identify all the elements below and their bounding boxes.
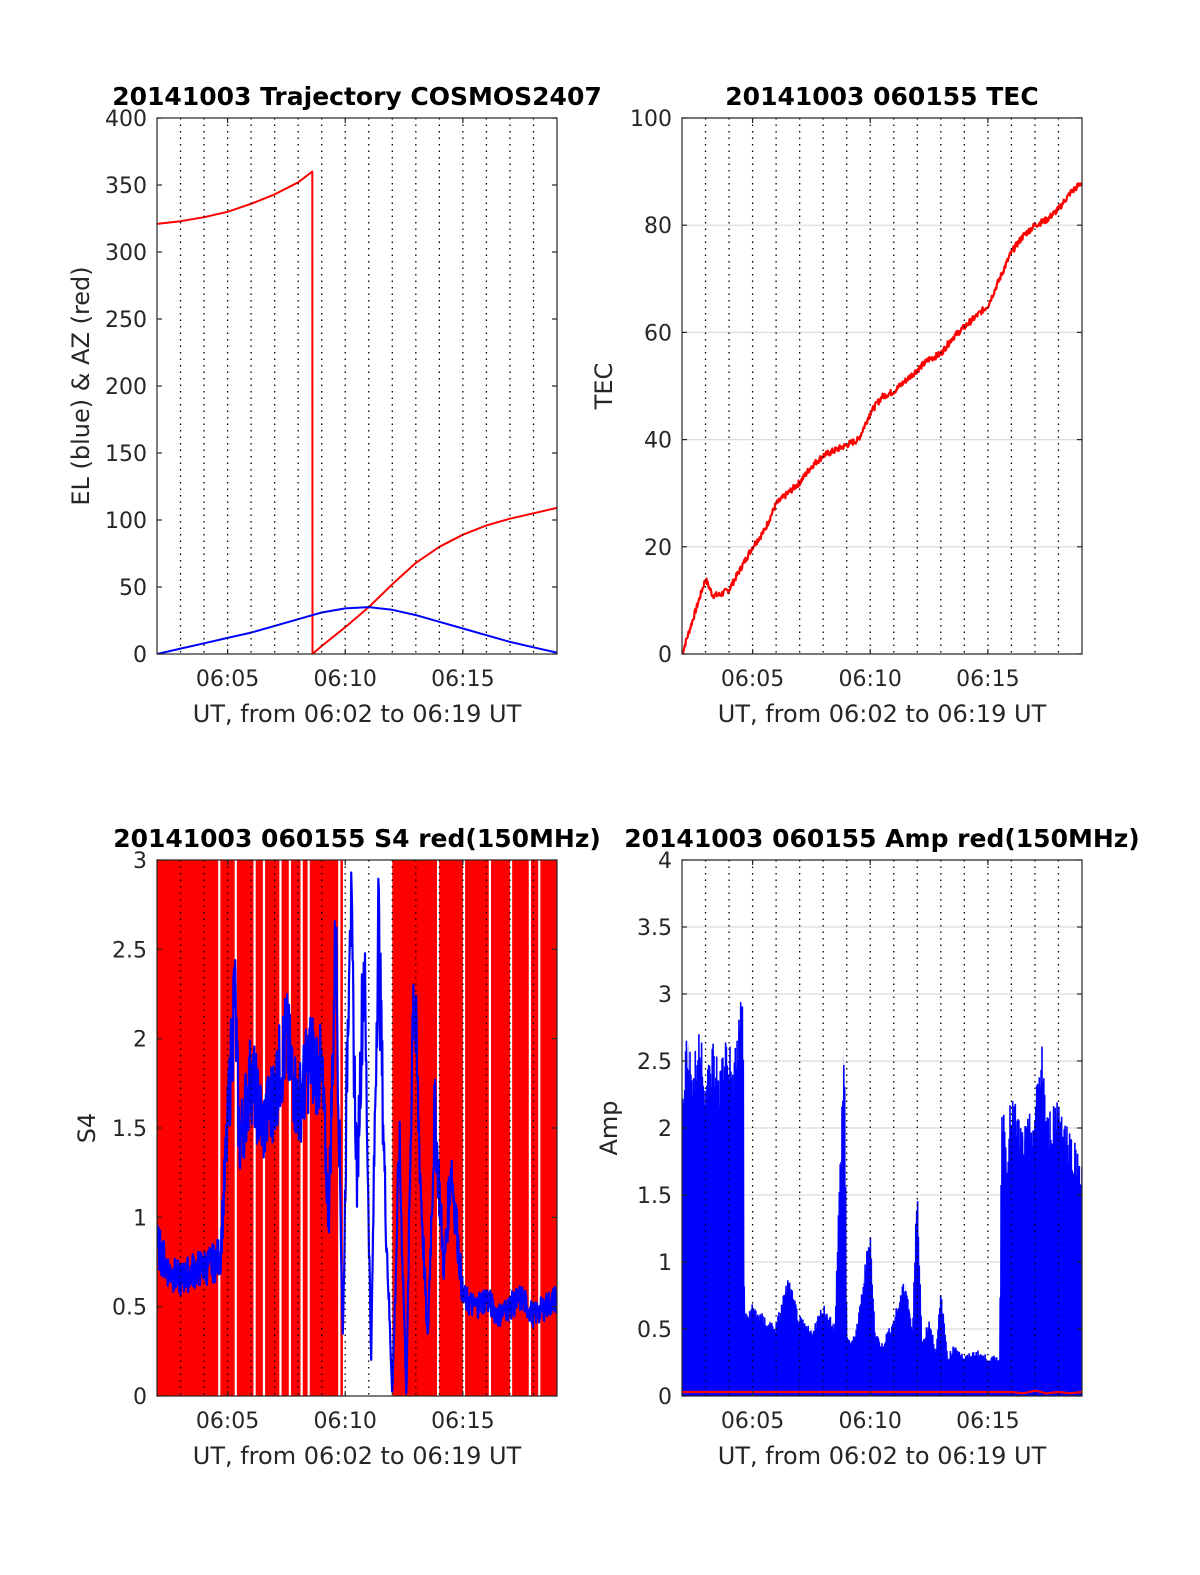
red-fill-gap — [279, 860, 282, 1396]
y-tick-label: 40 — [644, 429, 672, 454]
x-tick-label: 06:05 — [721, 667, 784, 692]
y-tick-label: 2 — [133, 1028, 147, 1053]
tec-axes-frame — [681, 117, 1083, 655]
x-tick-label: 06:15 — [431, 667, 494, 692]
y-tick-label: 0 — [658, 643, 672, 668]
amp-series-1-line — [682, 1389, 1082, 1395]
amp-y-label: Amp — [595, 1100, 623, 1155]
x-tick-label: 06:05 — [721, 1409, 784, 1434]
trajectory-x-label: UT, from 06:02 to 06:19 UT — [193, 700, 522, 728]
y-tick-label: 150 — [105, 442, 147, 467]
y-tick-label: 80 — [644, 214, 672, 239]
y-tick-label: 1 — [658, 1251, 672, 1276]
y-tick-label: 300 — [105, 241, 147, 266]
red-fill-gap — [462, 860, 466, 1396]
y-tick-label: 200 — [105, 375, 147, 400]
trajectory-series-0-line — [157, 170, 557, 654]
trajectory-title: 20141003 Trajectory COSMOS2407 — [112, 82, 602, 111]
x-tick-label: 06:15 — [431, 1409, 494, 1434]
x-tick-label: 06:10 — [839, 667, 902, 692]
panel-trajectory: 0 50 100 150 200 250 300 350 400 06:05 06:10 06:15 2… — [67, 82, 602, 728]
tec-grid — [682, 117, 1082, 655]
red-fill-gap — [288, 860, 291, 1396]
y-tick-label: 2.5 — [637, 1050, 672, 1075]
y-tick-label: 0.5 — [112, 1296, 147, 1321]
x-tick-label: 06:10 — [314, 1409, 377, 1434]
tec-series-0-line — [682, 182, 1082, 654]
panel-tec: 0 20 40 60 80 100 06:05 06:10 06:15 20141003 0601… — [590, 82, 1083, 728]
x-tick-label: 06:05 — [196, 667, 259, 692]
red-fill-gap — [437, 860, 440, 1396]
panel-amp: 0 0.5 1 1.5 2 2.5 3 3.5 4 06:05 06:10 06:15 20141003… — [595, 824, 1140, 1470]
red-fill-gap — [352, 860, 355, 1396]
x-tick-label: 06:10 — [314, 667, 377, 692]
red-fill-gap — [528, 860, 531, 1396]
s4-plot-area — [157, 860, 557, 1396]
y-tick-label: 60 — [644, 321, 672, 346]
y-tick-label: 0.5 — [637, 1318, 672, 1343]
trajectory-axes-frame — [156, 117, 558, 655]
red-fill-gap — [218, 860, 221, 1396]
red-fill-gap — [307, 860, 310, 1396]
y-tick-label: 4 — [658, 849, 672, 874]
y-tick-label: 1.5 — [112, 1117, 147, 1142]
amp-plot-area — [682, 1002, 1082, 1396]
y-tick-label: 100 — [630, 107, 672, 132]
red-fill-gap — [509, 860, 513, 1396]
y-tick-label: 3 — [658, 983, 672, 1008]
tec-title: 20141003 060155 TEC — [725, 82, 1038, 111]
trajectory-series-1-line — [157, 606, 557, 654]
x-tick-label: 06:10 — [839, 1409, 902, 1434]
y-tick-label: 0 — [133, 643, 147, 668]
tec-y-label: TEC — [590, 363, 618, 411]
trajectory-y-label: EL (blue) & AZ (red) — [67, 266, 95, 505]
y-tick-label: 2 — [658, 1117, 672, 1142]
tec-x-label: UT, from 06:02 to 06:19 UT — [718, 700, 1047, 728]
s4-y-label: S4 — [73, 1113, 101, 1144]
y-tick-label: 50 — [119, 576, 147, 601]
panel-s4: 0 0.5 1 1.5 2 2.5 3 06:05 06:10 06:15 20141003 060… — [73, 824, 601, 1470]
y-tick-label: 3.5 — [637, 916, 672, 941]
amp-x-label: UT, from 06:02 to 06:19 UT — [718, 1442, 1047, 1470]
y-tick-label: 3 — [133, 849, 147, 874]
s4-title: 20141003 060155 S4 red(150MHz) — [113, 824, 601, 853]
red-fill-gap — [488, 860, 491, 1396]
x-tick-label: 06:15 — [956, 667, 1019, 692]
x-tick-label: 06:15 — [956, 1409, 1019, 1434]
y-tick-label: 100 — [105, 509, 147, 534]
red-fill-gap — [538, 860, 541, 1396]
y-tick-label: 20 — [644, 536, 672, 561]
y-tick-label: 1 — [133, 1206, 147, 1231]
red-fill-gap — [375, 860, 379, 1396]
s4-x-label: UT, from 06:02 to 06:19 UT — [193, 1442, 522, 1470]
tec-plot-area — [682, 182, 1082, 654]
x-tick-label: 06:05 — [196, 1409, 259, 1434]
y-tick-label: 350 — [105, 174, 147, 199]
y-tick-label: 0 — [133, 1385, 147, 1410]
amp-series-0-spikes — [682, 1002, 1082, 1396]
y-tick-label: 400 — [105, 107, 147, 132]
trajectory-plot-area — [157, 170, 557, 654]
s4-series-0-line — [157, 871, 557, 1395]
amp-title: 20141003 060155 Amp red(150MHz) — [624, 824, 1140, 853]
y-tick-label: 0 — [658, 1385, 672, 1410]
y-tick-label: 1.5 — [637, 1184, 672, 1209]
red-fill-gap — [234, 860, 237, 1396]
y-tick-label: 2.5 — [112, 938, 147, 963]
y-tick-label: 250 — [105, 308, 147, 333]
